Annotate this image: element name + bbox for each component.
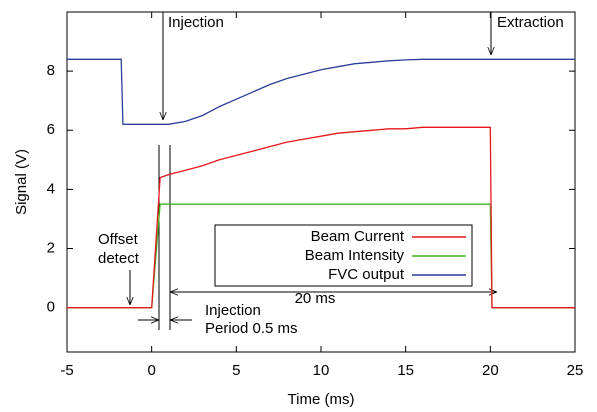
x-tick-label: 15 [397,362,414,379]
y-tick-label: 2 [47,239,55,256]
annotation: 20 ms [295,290,336,307]
y-tick-label: 4 [47,180,55,197]
y-tick-label: 0 [47,299,55,316]
annotation: detect [98,250,140,267]
annotation: Injection [205,302,261,319]
x-tick-label: 10 [313,362,330,379]
annotation: Injection [168,14,224,31]
annotation: Offset [98,231,139,248]
annotation: Period 0.5 ms [205,320,298,337]
series-line [67,58,575,125]
annotation: Extraction [497,14,564,31]
series-line [67,203,575,309]
x-tick-label: 0 [147,362,155,379]
x-tick-label: 20 [482,362,499,379]
legend-label: FVC output [328,266,405,283]
legend-label: Beam Intensity [305,247,405,264]
x-tick-label: -5 [60,362,73,379]
legend-label: Beam Current [311,228,405,245]
x-axis-title: Time (ms) [288,391,355,408]
x-tick-label: 25 [567,362,584,379]
y-tick-label: 8 [47,62,55,79]
x-tick-label: 5 [232,362,240,379]
y-tick-label: 6 [47,121,55,138]
y-axis-title: Signal (V) [13,149,30,215]
series-line [67,126,575,309]
annotation-bg [495,13,574,33]
